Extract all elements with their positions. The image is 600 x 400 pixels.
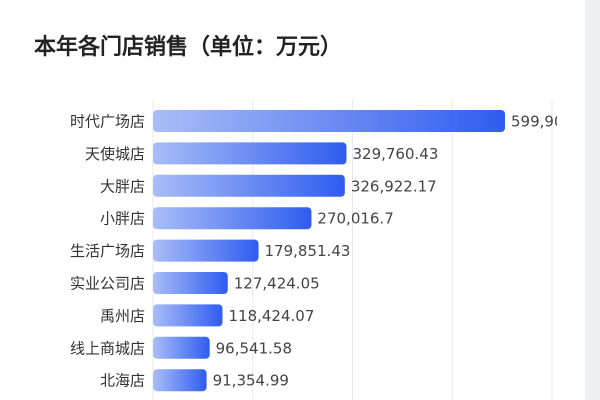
value-label: 118,424.07 [228,307,314,325]
y-tick-label: 禹州店 [100,307,145,325]
bar [153,272,228,294]
y-tick-label: 实业公司店 [70,275,145,293]
value-label: 91,354.99 [213,372,289,390]
y-tick-label: 生活广场店 [70,242,145,260]
y-tick-label: 小胖店 [100,210,145,228]
bar [153,336,210,359]
y-tick-label: 大胖店 [100,177,145,195]
value-label: 270,016.7 [317,210,393,228]
bar [153,207,312,230]
bar [153,304,223,327]
value-label: 96,541.58 [216,339,292,357]
value-label: 127,424.05 [234,275,320,293]
bar [153,369,207,392]
plot: 时代广场店 599,900 天使城店 329,760.43 大胖店 326,922.17 小… [70,100,573,400]
y-tick-label: 时代广场店 [70,113,145,131]
bar [153,110,506,132]
value-label: 326,922.17 [351,177,437,195]
chart-title: 本年各门店销售（单位：万元） [34,34,342,60]
value-label: 599,900 [511,113,573,131]
y-tick-label: 线上商城店 [70,339,145,357]
bar [153,142,347,165]
bar [153,239,259,262]
bar [153,174,345,197]
y-tick-label: 天使城店 [85,145,145,163]
value-label: 329,760.43 [352,145,438,163]
y-tick-label: 北海店 [100,372,145,390]
value-label: 179,851.43 [265,242,351,260]
card [0,0,585,400]
